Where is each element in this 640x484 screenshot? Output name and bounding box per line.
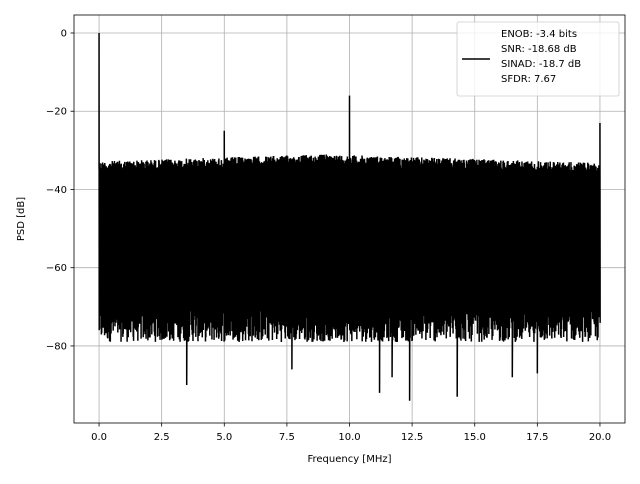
x-tick-label: 2.5 <box>154 432 170 443</box>
x-tick-label: 15.0 <box>464 432 486 443</box>
legend-box <box>456 21 620 97</box>
x-tick-label: 7.5 <box>279 432 295 443</box>
y-tick-label: −60 <box>46 263 67 274</box>
x-tick-label: 5.0 <box>216 432 232 443</box>
legend-sinad: SINAD: -18.7 dB <box>501 59 581 70</box>
y-tick-label: −40 <box>46 185 67 196</box>
legend-enob: ENOB: -3.4 bits <box>501 29 577 40</box>
x-tick-label: 20.0 <box>589 432 611 443</box>
y-ticks: 0 −20 −40 −60 −80 <box>46 28 74 352</box>
x-ticks: 0.0 2.5 5.0 7.5 10.0 12.5 15.0 17.5 20.0 <box>91 423 611 443</box>
x-tick-label: 10.0 <box>338 432 360 443</box>
psd-trace <box>98 32 601 401</box>
x-axis-label: Frequency [MHz] <box>307 454 391 465</box>
legend-sfdr: SFDR: 7.67 <box>501 74 556 85</box>
y-tick-label: −20 <box>46 107 67 118</box>
legend: ENOB: -3.4 bits SNR: -18.68 dB SINAD: -1… <box>456 21 620 97</box>
x-tick-label: 12.5 <box>401 432 423 443</box>
legend-snr: SNR: -18.68 dB <box>501 44 577 55</box>
x-tick-label: 17.5 <box>526 432 548 443</box>
y-tick-label: 0 <box>61 28 67 39</box>
x-tick-label: 0.0 <box>91 432 107 443</box>
y-tick-label: −80 <box>46 341 67 352</box>
y-axis-label: PSD [dB] <box>16 197 27 241</box>
